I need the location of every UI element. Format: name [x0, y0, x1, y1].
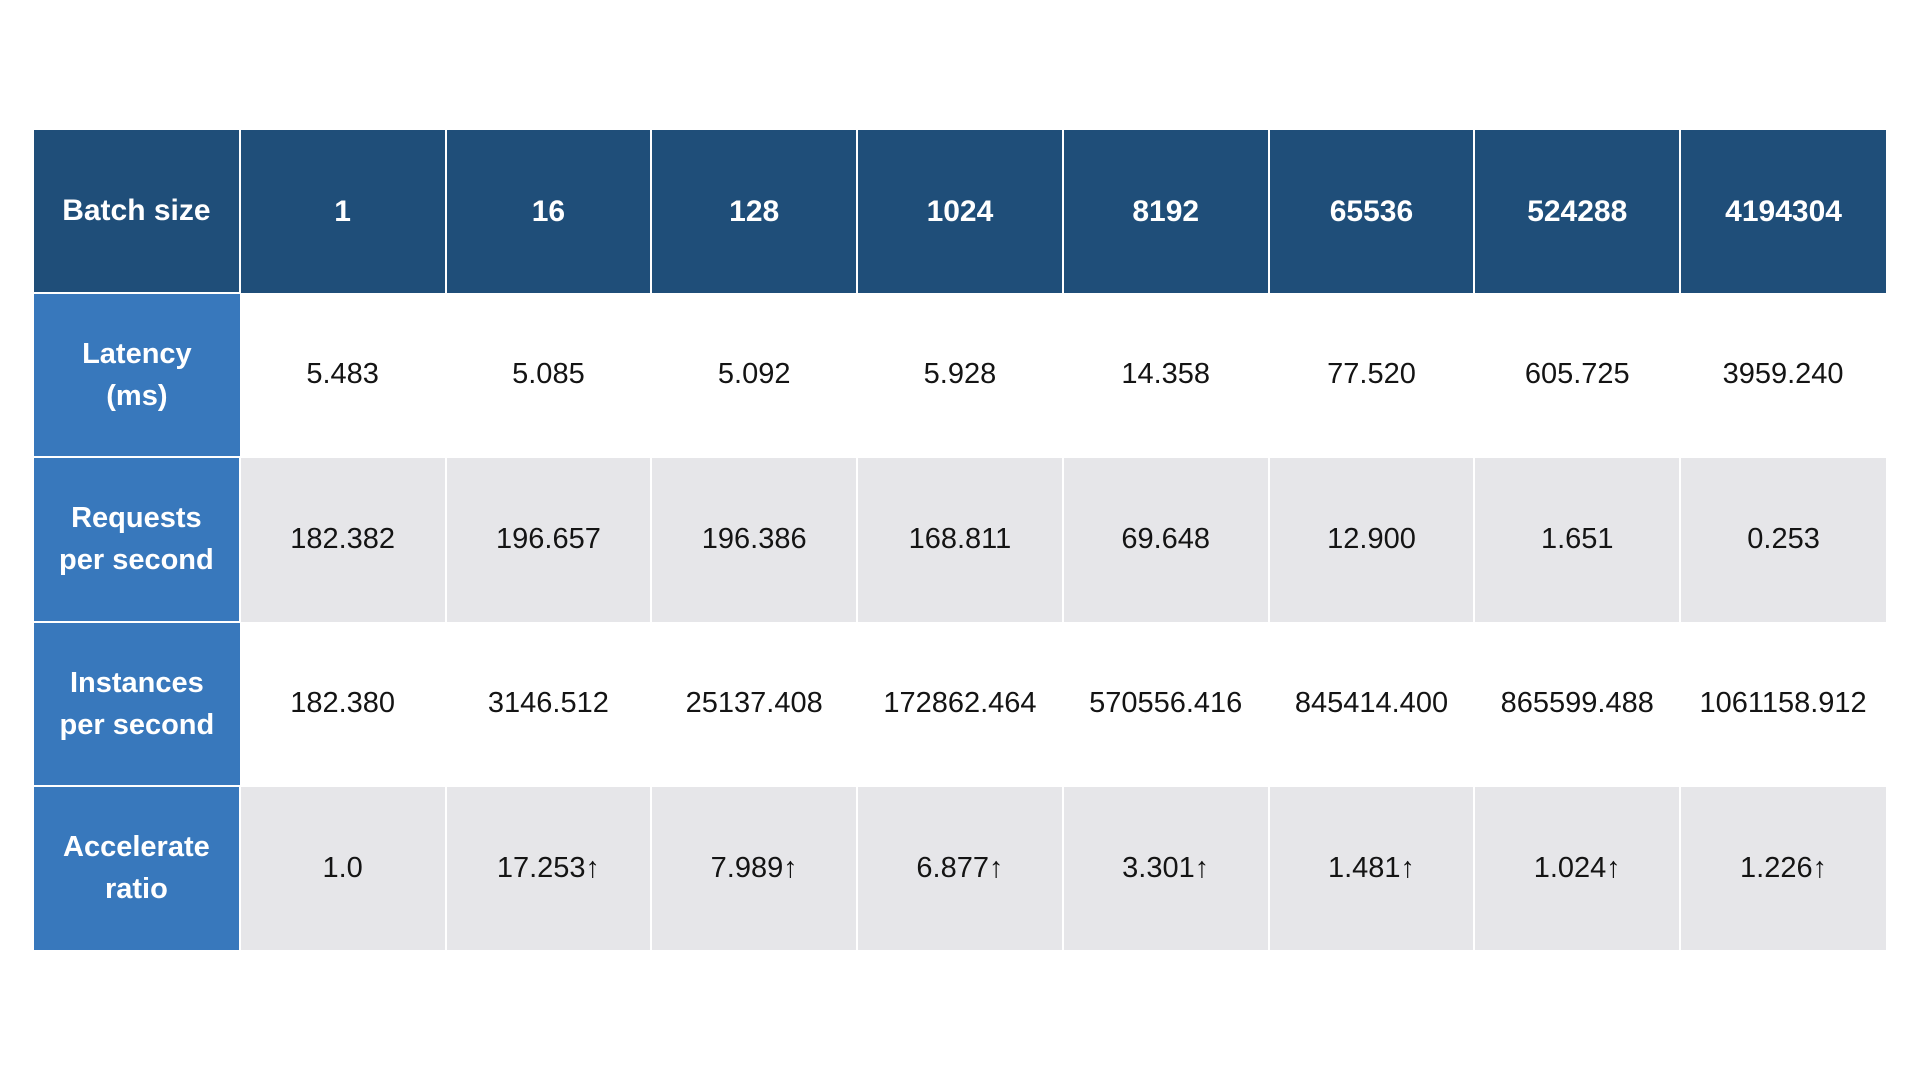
col-header-batch-1: 1 [238, 130, 446, 293]
accelerate-ratio-value: 1.024↑ [1473, 784, 1681, 950]
col-header-batch-1024: 1024 [856, 130, 1063, 293]
row-accelerate-ratio: Accelerate ratio 1.0 17.253↑ 7.989↑ 6.87… [34, 784, 1886, 950]
col-header-batch-16: 16 [444, 130, 652, 293]
requests-value: 1.651 [1473, 456, 1681, 622]
requests-value: 196.386 [650, 456, 858, 622]
accelerate-ratio-value: 6.877↑ [856, 784, 1063, 950]
row-requests-per-second: Requests per second 182.382 196.657 196.… [34, 456, 1886, 622]
header-row: Batch size 1 16 128 1024 8192 65536 5242… [34, 130, 1886, 293]
latency-value: 3959.240 [1680, 293, 1886, 458]
col-header-batch-128: 128 [650, 130, 858, 293]
requests-value: 196.657 [444, 456, 652, 622]
benchmark-table: Batch size 1 16 128 1024 8192 65536 5242… [34, 130, 1886, 950]
col-header-batch-8192: 8192 [1061, 130, 1269, 293]
latency-value: 5.928 [857, 293, 1063, 458]
row-label-latency: Latency (ms) [34, 291, 240, 458]
instances-value: 182.380 [239, 621, 446, 786]
latency-value: 77.520 [1268, 293, 1475, 458]
requests-value: 0.253 [1679, 456, 1886, 622]
row-instances-per-second: Instances per second 182.380 3146.512 25… [34, 620, 1886, 786]
accelerate-ratio-value: 1.0 [238, 784, 446, 950]
row-label-accelerate-ratio: Accelerate ratio [34, 784, 240, 950]
corner-cell-batch-size: Batch size [34, 130, 240, 293]
requests-value: 12.900 [1267, 456, 1475, 622]
accelerate-ratio-value: 1.481↑ [1267, 784, 1475, 950]
instances-value: 172862.464 [857, 621, 1063, 786]
requests-value: 168.811 [856, 456, 1063, 622]
col-header-batch-65536: 65536 [1267, 130, 1475, 293]
requests-value: 182.382 [238, 456, 446, 622]
instances-value: 3146.512 [445, 621, 652, 786]
latency-value: 14.358 [1062, 293, 1269, 458]
col-header-batch-4194304: 4194304 [1679, 130, 1886, 293]
latency-value: 5.085 [445, 293, 652, 458]
requests-value: 69.648 [1061, 456, 1269, 622]
instances-value: 25137.408 [651, 621, 858, 786]
row-label-requests-per-second: Requests per second [34, 456, 240, 622]
accelerate-ratio-value: 17.253↑ [444, 784, 652, 950]
col-header-batch-524288: 524288 [1473, 130, 1681, 293]
instances-value: 570556.416 [1062, 621, 1269, 786]
instances-value: 845414.400 [1268, 621, 1475, 786]
row-latency: Latency (ms) 5.483 5.085 5.092 5.928 14.… [34, 291, 1886, 458]
instances-value: 1061158.912 [1680, 621, 1886, 786]
row-label-instances-per-second: Instances per second [34, 620, 240, 786]
accelerate-ratio-value: 3.301↑ [1061, 784, 1269, 950]
latency-value: 5.092 [651, 293, 858, 458]
latency-value: 5.483 [239, 293, 446, 458]
latency-value: 605.725 [1474, 293, 1681, 458]
accelerate-ratio-value: 7.989↑ [650, 784, 858, 950]
accelerate-ratio-value: 1.226↑ [1679, 784, 1886, 950]
instances-value: 865599.488 [1474, 621, 1681, 786]
